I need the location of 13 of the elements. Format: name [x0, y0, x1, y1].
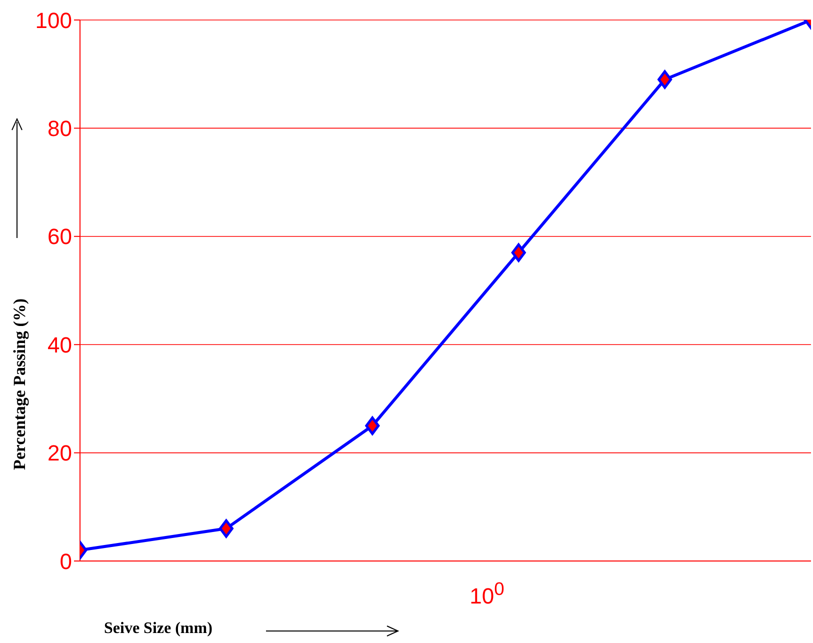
point	[365, 416, 380, 435]
text: 10$^{0}$	[470, 578, 504, 610]
point	[658, 70, 672, 89]
y-tick-label: 40	[48, 332, 72, 358]
y-tick-label: 0	[60, 548, 72, 574]
point	[511, 243, 526, 262]
y-tick-label: 100	[35, 8, 72, 33]
point	[218, 519, 234, 538]
y-tick-label: 60	[48, 224, 72, 250]
y-tick-label: 20	[48, 440, 72, 466]
y-axis-title: Percentage Passing (%)	[10, 298, 29, 470]
x-axis-title: Seive Size (mm)	[104, 620, 212, 638]
y-tick-label: 80	[48, 116, 72, 142]
